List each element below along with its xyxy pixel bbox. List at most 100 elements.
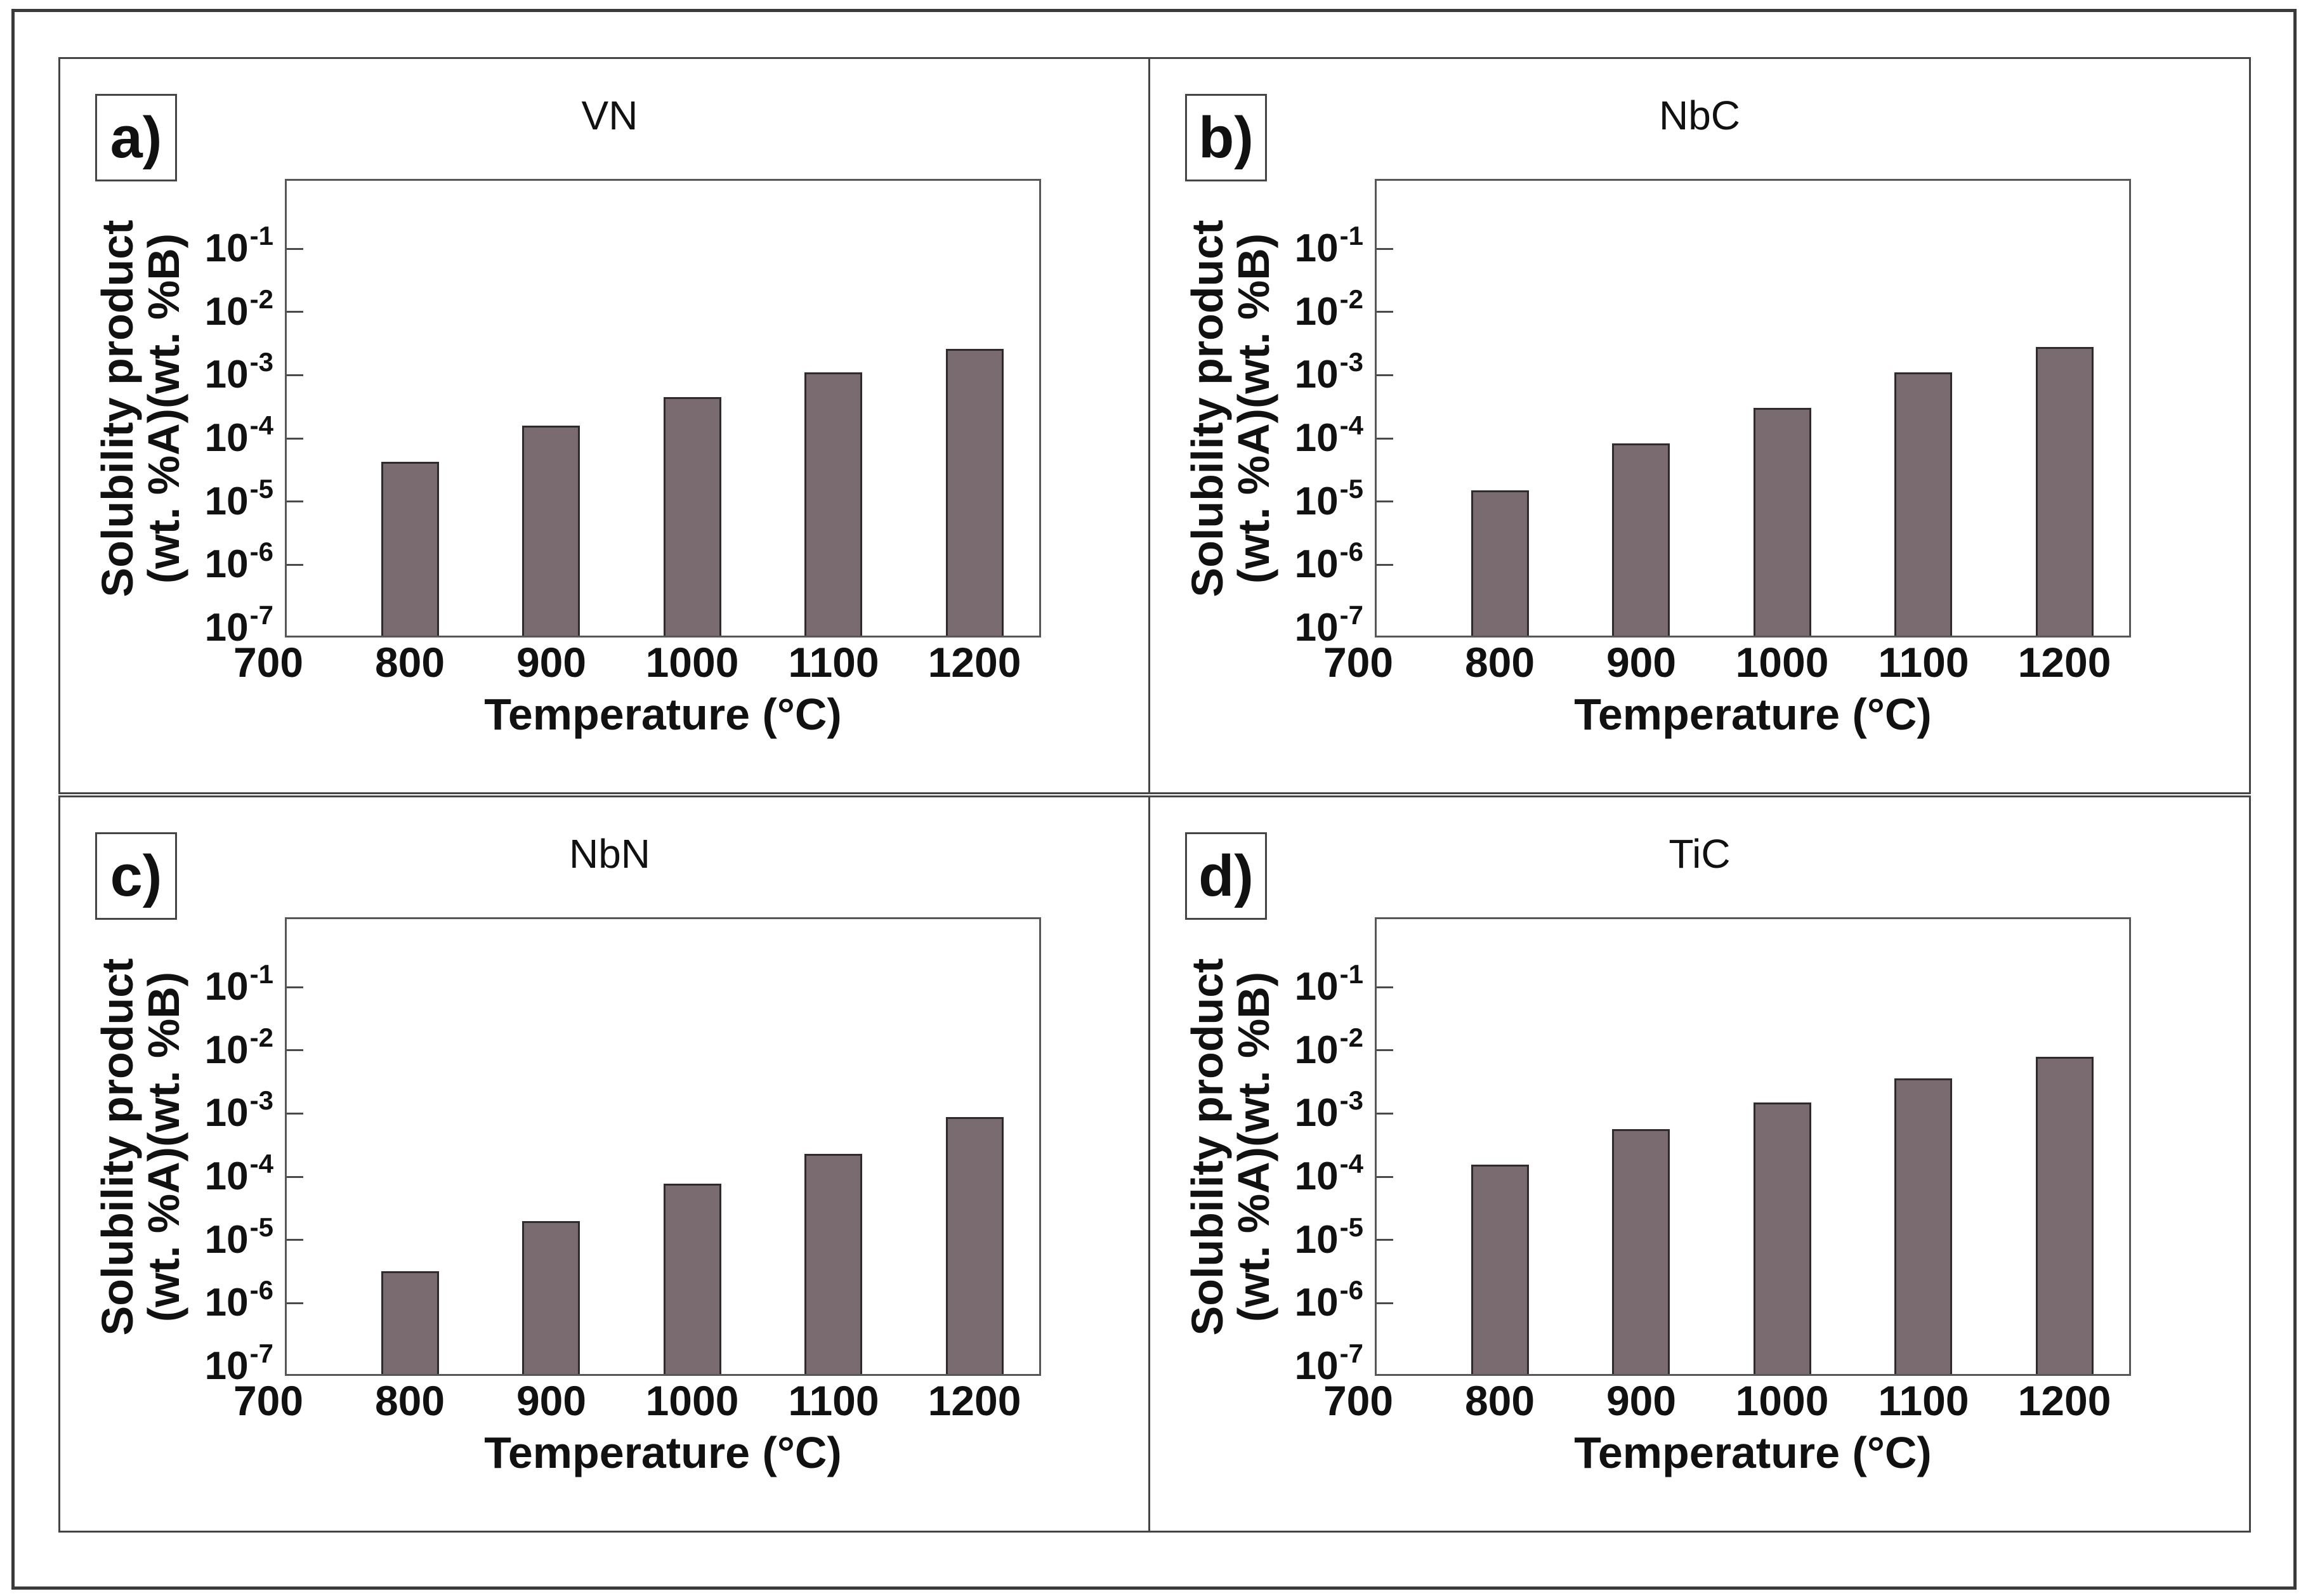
y-tick-base: 10	[204, 416, 249, 460]
y-tick-mark	[1377, 564, 1393, 566]
y-tick-mark	[1377, 1302, 1393, 1304]
y-tick-base: 10	[204, 1091, 249, 1135]
y-tick-mark	[1377, 1113, 1393, 1115]
x-tick-label: 700	[233, 1377, 304, 1424]
y-axis-title-line2: (wt. %A)(wt. %B)	[139, 971, 188, 1323]
y-tick-exponent: -3	[249, 347, 273, 377]
y-tick-base: 10	[204, 1281, 249, 1325]
y-tick-label: 10-3	[128, 1085, 273, 1141]
y-tick-base: 10	[204, 542, 249, 586]
y-tick-label: 10-5	[128, 1212, 273, 1268]
y-tick-mark	[287, 311, 303, 313]
y-tick-label: 10-4	[128, 1149, 273, 1205]
plot-box	[285, 917, 1041, 1376]
y-tick-exponent: -1	[249, 959, 273, 989]
y-axis-title-line1: Solubility product	[93, 219, 142, 598]
y-tick-label: 10-7	[128, 600, 273, 656]
bar-1000	[1754, 1102, 1811, 1376]
y-tick-exponent: -6	[1339, 1275, 1363, 1305]
y-tick-label: 10-2	[1217, 1023, 1363, 1078]
x-tick-label: 1100	[788, 639, 879, 686]
y-tick-base: 10	[1294, 1281, 1339, 1325]
y-tick-label: 10-2	[1217, 284, 1363, 340]
y-tick-exponent: -7	[249, 1338, 273, 1368]
chart-title: NbN	[568, 831, 651, 877]
y-tick-base: 10	[204, 1028, 249, 1072]
y-axis-title-line2: (wt. %A)(wt. %B)	[139, 233, 188, 584]
y-tick-base: 10	[1294, 1154, 1339, 1198]
y-tick-exponent: -7	[249, 600, 273, 630]
y-tick-base: 10	[1294, 480, 1339, 523]
x-tick-label: 900	[516, 639, 587, 686]
y-tick-label: 10-3	[1217, 347, 1363, 403]
bar-1200	[946, 1117, 1004, 1376]
x-axis-title: Temperature (°C)	[1574, 1428, 1932, 1477]
y-tick-mark	[287, 1113, 303, 1115]
y-tick-label: 10-4	[1217, 1149, 1363, 1205]
panel-nbc: b) NbC 10-1 10-2 10-3 10-4 10-5 10-6 10-7 700 800 9…	[1148, 57, 2251, 794]
bar-1100	[1894, 372, 1952, 638]
y-tick-exponent: -5	[249, 1212, 273, 1242]
y-tick-exponent: -5	[1339, 1212, 1363, 1242]
chart-title: TiC	[1669, 831, 1731, 877]
y-tick-mark	[287, 986, 303, 988]
bar-1100	[804, 372, 862, 638]
y-tick-base: 10	[1294, 1091, 1339, 1135]
x-axis-title: Temperature (°C)	[484, 690, 842, 739]
y-tick-exponent: -6	[1339, 537, 1363, 566]
y-tick-exponent: -6	[249, 537, 273, 566]
y-axis-title: Solubility product (wt. %A)(wt. %B)	[1183, 220, 1278, 598]
y-tick-mark	[287, 248, 303, 250]
y-tick-base: 10	[1294, 1028, 1339, 1072]
y-tick-exponent: -3	[1339, 1085, 1363, 1115]
y-tick-base: 10	[1294, 606, 1339, 650]
panel-letter-box: c)	[95, 832, 177, 920]
panel-letter-box: b)	[1185, 94, 1267, 181]
y-tick-exponent: -7	[1339, 600, 1363, 630]
y-tick-base: 10	[204, 480, 249, 523]
y-tick-mark	[287, 1302, 303, 1304]
y-tick-label: 10-3	[1217, 1085, 1363, 1141]
y-tick-mark	[287, 374, 303, 376]
y-tick-label: 10-5	[128, 474, 273, 530]
y-tick-base: 10	[1294, 1218, 1339, 1262]
y-tick-exponent: -4	[249, 1149, 273, 1179]
bar-900	[1612, 1129, 1670, 1376]
x-tick-label: 1000	[1735, 639, 1829, 686]
y-tick-base: 10	[1294, 542, 1339, 586]
y-axis-title-line2: (wt. %A)(wt. %B)	[1229, 971, 1278, 1323]
y-tick-base: 10	[1294, 965, 1339, 1009]
y-tick-exponent: -3	[1339, 347, 1363, 377]
y-tick-mark	[1377, 248, 1393, 250]
y-tick-base: 10	[204, 1344, 249, 1388]
y-tick-mark	[287, 1176, 303, 1178]
y-tick-base: 10	[204, 226, 249, 270]
y-tick-exponent: -7	[1339, 1338, 1363, 1368]
y-tick-mark	[1377, 438, 1393, 440]
y-tick-label: 10-1	[1217, 959, 1363, 1015]
bar-1100	[1894, 1078, 1952, 1376]
y-tick-mark	[1377, 1239, 1393, 1241]
y-tick-exponent: -4	[1339, 1149, 1363, 1179]
figure-outer-border	[11, 9, 2297, 1590]
bar-900	[1612, 443, 1670, 638]
y-tick-base: 10	[1294, 1344, 1339, 1388]
bar-800	[1471, 490, 1529, 638]
x-tick-label: 800	[374, 1377, 445, 1424]
y-tick-label: 10-5	[1217, 1212, 1363, 1268]
y-tick-base: 10	[1294, 416, 1339, 460]
y-tick-exponent: -1	[1339, 959, 1363, 989]
y-tick-mark	[287, 438, 303, 440]
y-tick-label: 10-6	[1217, 1275, 1363, 1331]
panel-letter-box: a)	[95, 94, 177, 181]
y-tick-base: 10	[204, 965, 249, 1009]
y-tick-label: 10-5	[1217, 474, 1363, 530]
y-tick-label: 10-7	[128, 1338, 273, 1394]
panel-letter-box: d)	[1185, 832, 1267, 920]
y-tick-mark	[287, 1049, 303, 1051]
x-tick-label: 700	[1323, 639, 1394, 686]
y-tick-exponent: -3	[249, 1085, 273, 1115]
y-tick-label: 10-1	[128, 959, 273, 1015]
y-tick-exponent: -4	[249, 410, 273, 440]
y-tick-label: 10-4	[128, 410, 273, 466]
